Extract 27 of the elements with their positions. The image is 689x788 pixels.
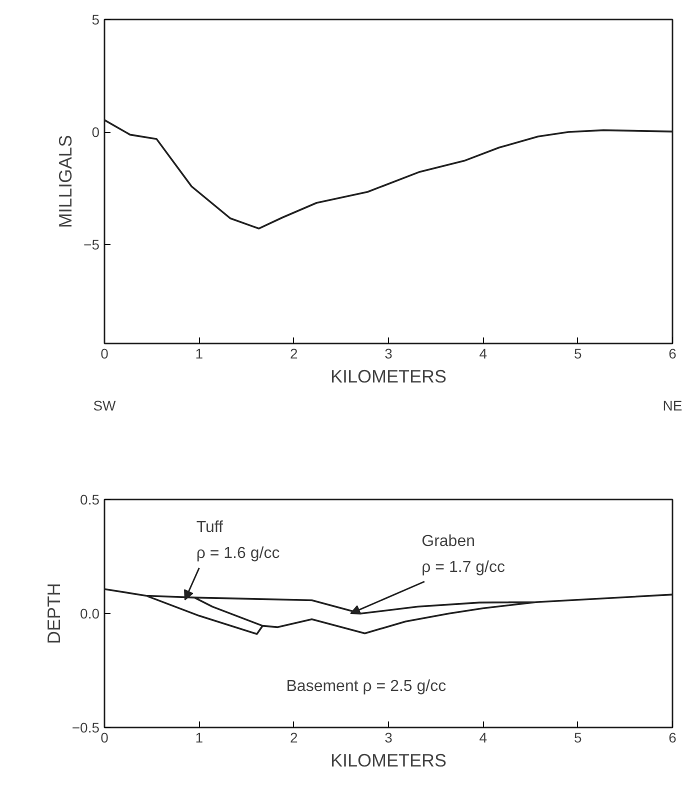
annotation: Basement ρ = 2.5 g/cc [286, 678, 446, 695]
x-tick-label: 2 [290, 730, 298, 746]
annotation: Graben ρ = 1.7 g/cc [422, 532, 506, 576]
y-tick-label: −0.5 [72, 720, 100, 736]
x-tick-label: 1 [195, 730, 204, 746]
x-tick-label: 2 [290, 346, 298, 362]
x-tick-label: 5 [574, 730, 582, 746]
y-axis-title: MILLIGALS [56, 134, 76, 228]
y-tick-label: 5 [92, 12, 100, 28]
y-tick-label: 0.5 [80, 492, 100, 508]
x-axis-title: KILOMETERS [330, 366, 447, 386]
y-tick-label: 0 [92, 124, 100, 140]
x-tick-label: 6 [668, 346, 677, 362]
x-tick-label: 3 [384, 346, 393, 362]
text: SW [93, 398, 117, 414]
annotation: Tuff ρ = 1.6 g/cc [196, 519, 280, 562]
x-tick-label: 1 [195, 346, 204, 362]
x-tick-label: 4 [479, 730, 488, 746]
x-tick-label: 6 [668, 730, 677, 746]
y-tick-label: −5 [84, 236, 100, 252]
text: NE [662, 398, 682, 414]
x-tick-label: 4 [479, 346, 488, 362]
y-axis-title: DEPTH [44, 582, 64, 644]
y-tick-label: 0.0 [80, 606, 100, 622]
x-tick-label: 3 [384, 730, 393, 746]
x-tick-label: 5 [574, 346, 582, 362]
x-axis-title: KILOMETERS [330, 750, 447, 770]
